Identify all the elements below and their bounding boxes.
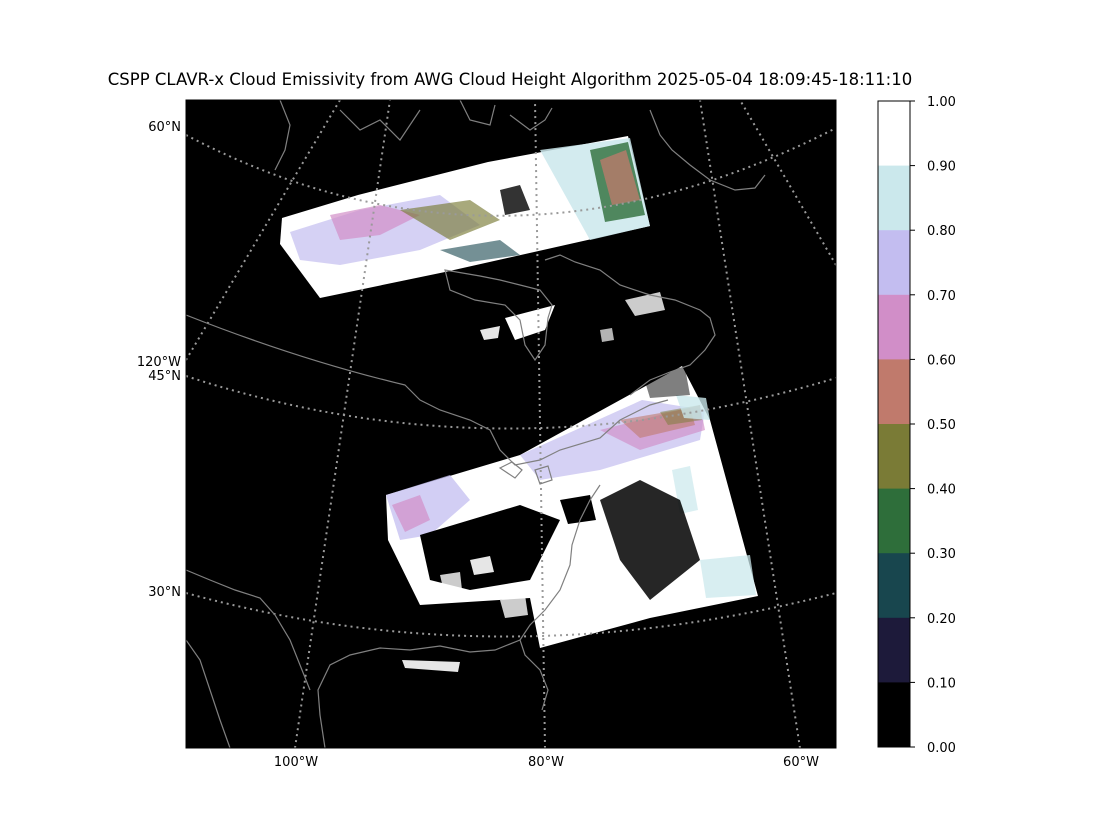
- figure-title: CSPP CLAVR-x Cloud Emissivity from AWG C…: [108, 70, 912, 89]
- graticule: [186, 100, 836, 748]
- meridian-40w: [739, 100, 836, 266]
- colorbar-bin: [878, 165, 910, 231]
- colorbar-bin: [878, 617, 910, 683]
- colorbar: 1.00 0.90 0.80 0.70 0.60 0.50 0.40 0.30 0.20 0.10…: [877, 95, 956, 756]
- coastlines: [186, 100, 766, 748]
- colorbar-tick-label: 0.40: [927, 483, 956, 498]
- lon-label-120w: 120°W: [137, 355, 181, 370]
- colorbar-bin: [878, 230, 910, 296]
- colorbar-bin: [878, 488, 910, 554]
- longitude-labels: 100°W 80°W 60°W: [274, 755, 819, 770]
- colorbar-tick-label: 0.80: [927, 224, 956, 239]
- meridian-80w: [534, 100, 546, 748]
- colorbar-tick-label: 0.60: [927, 353, 956, 368]
- cloud-emissivity-swaths: [280, 136, 758, 672]
- colorbar-bin: [878, 294, 910, 360]
- parallel-30n: [186, 592, 836, 638]
- colorbar-ticks: 1.00 0.90 0.80 0.70 0.60 0.50 0.40 0.30 0.20 0.10…: [910, 95, 956, 756]
- meridian-60w: [699, 100, 801, 748]
- colorbar-bin: [878, 424, 910, 490]
- meridian-100w: [294, 100, 391, 748]
- colorbar-bin: [878, 359, 910, 425]
- latitude-labels: 60°N 120°W 45°N 30°N: [137, 120, 181, 600]
- lat-label-45n: 45°N: [148, 369, 181, 384]
- colorbar-tick-label: 0.10: [927, 676, 956, 691]
- colorbar-tick-label: 0.20: [927, 612, 956, 627]
- colorbar-tick-label: 0.00: [927, 741, 956, 756]
- colorbar-tick-label: 0.50: [927, 418, 956, 433]
- colorbar-bins: [878, 101, 910, 748]
- lon-label-80w: 80°W: [528, 755, 564, 770]
- colorbar-tick-label: 0.70: [927, 289, 956, 304]
- colorbar-bin: [878, 682, 910, 748]
- colorbar-tick-label: 0.30: [927, 547, 956, 562]
- colorbar-bin: [878, 553, 910, 619]
- colorbar-tick-label: 1.00: [927, 95, 956, 110]
- map-panel: [185, 99, 837, 749]
- colorbar-tick-label: 0.90: [927, 160, 956, 175]
- us-canada-border: [186, 314, 669, 466]
- meridian-120w: [186, 100, 341, 361]
- lat-label-60n: 60°N: [148, 120, 181, 135]
- lat-label-30n: 30°N: [148, 585, 181, 600]
- lon-label-60w: 60°W: [783, 755, 819, 770]
- colorbar-bin: [878, 101, 910, 167]
- parallel-45n: [186, 375, 836, 430]
- lon-label-100w: 100°W: [274, 755, 318, 770]
- map-frame: [185, 99, 837, 749]
